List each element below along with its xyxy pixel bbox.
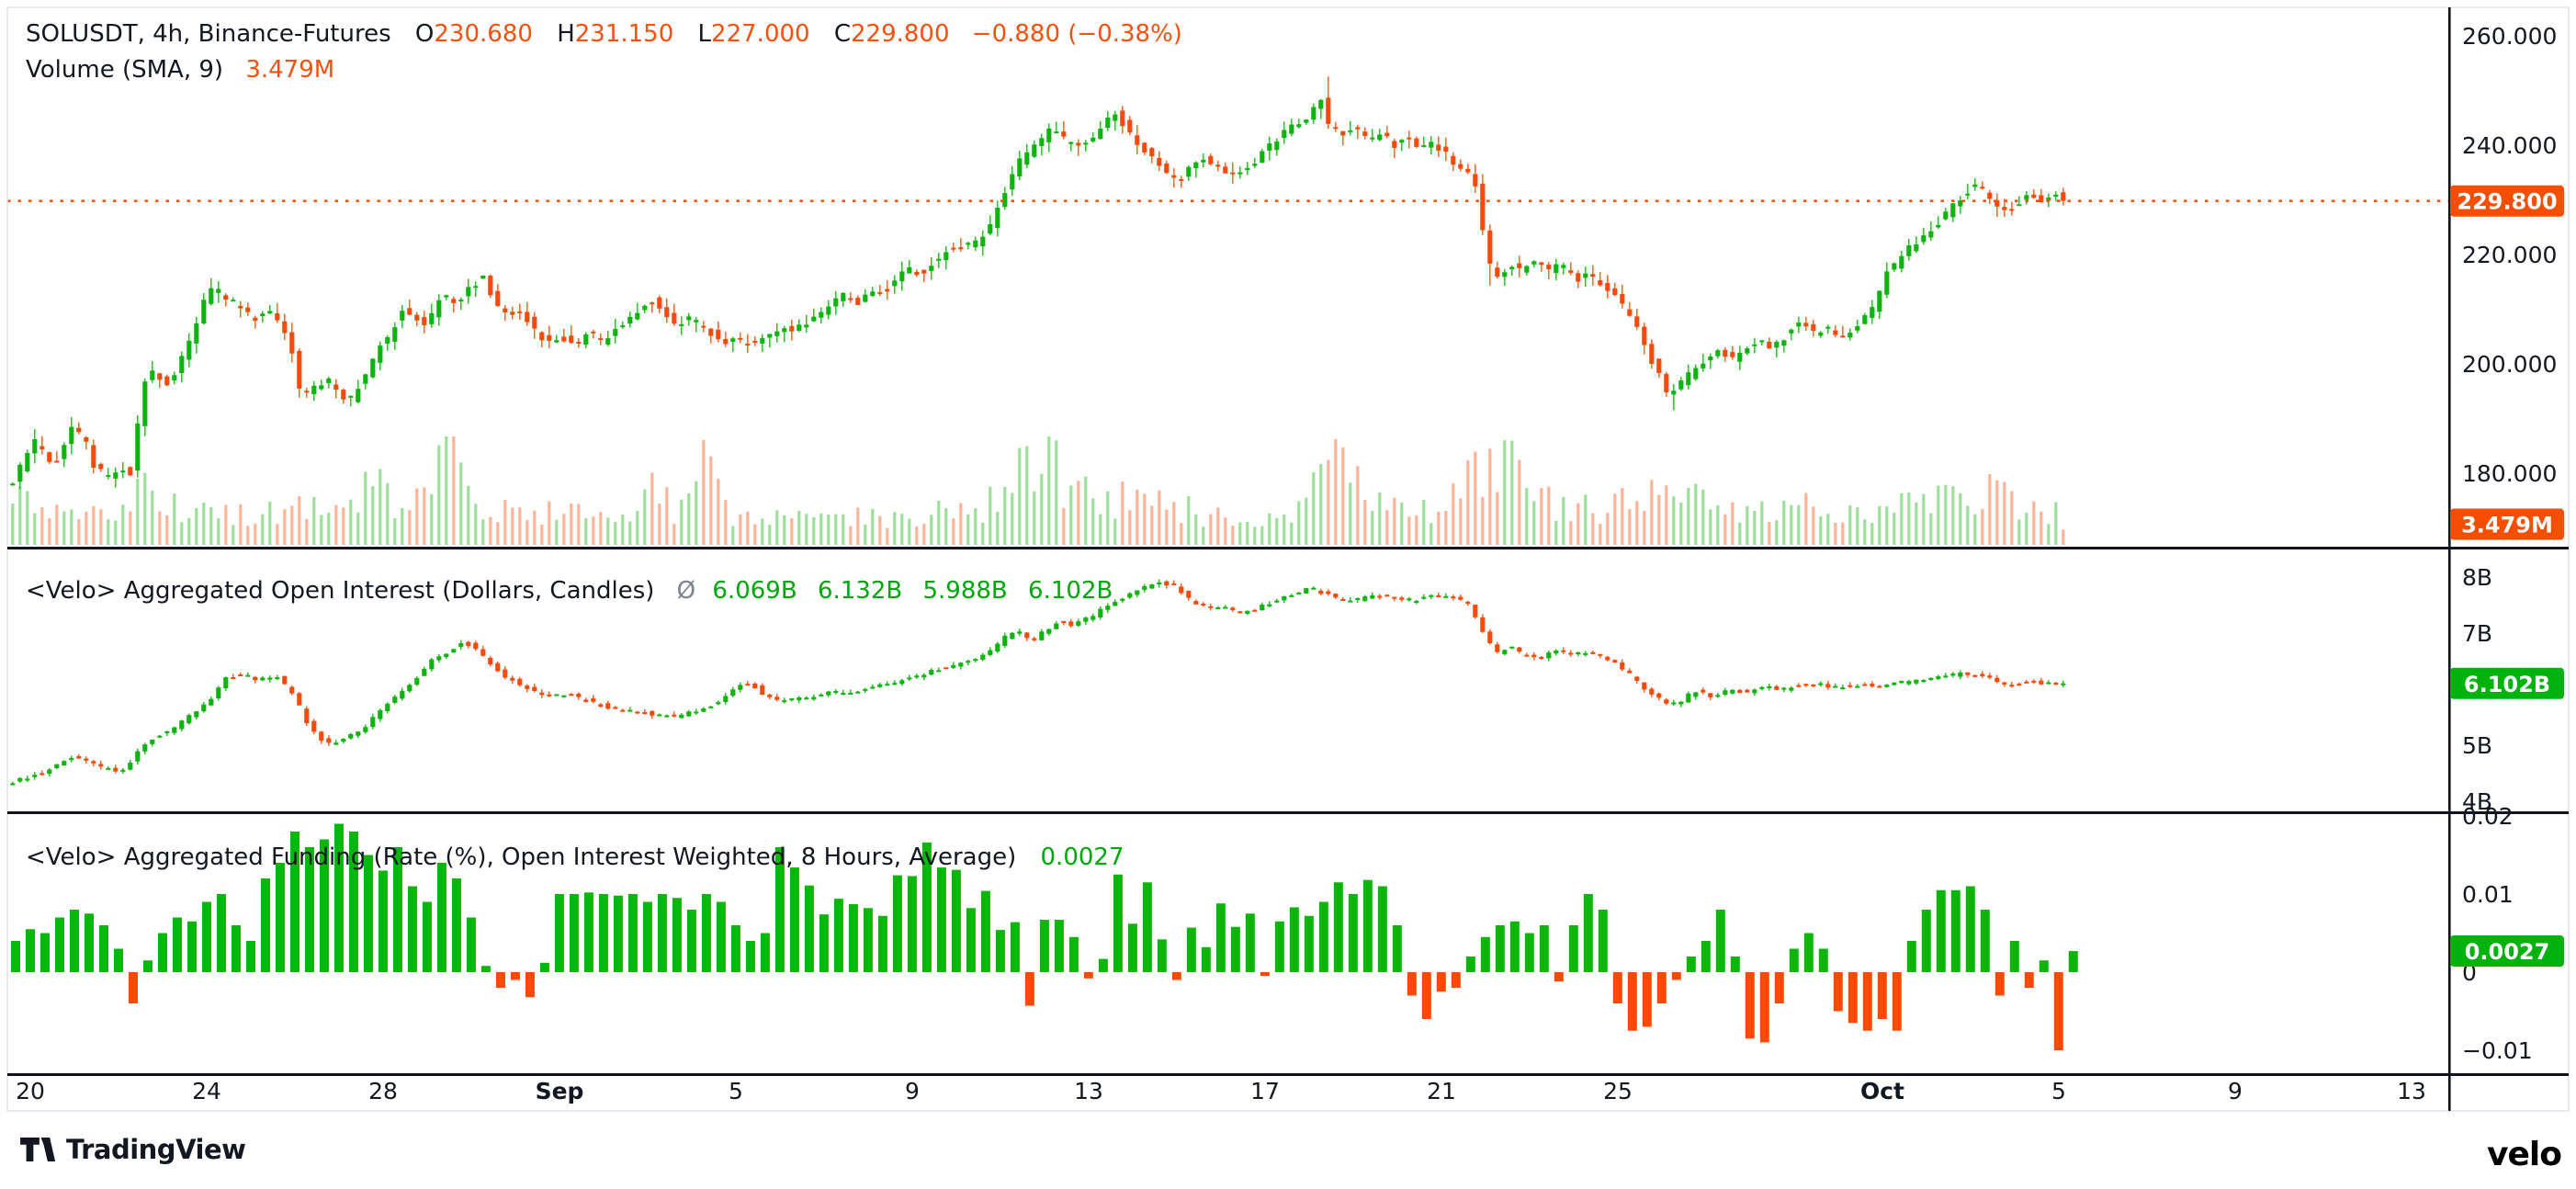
time-axis-label: 9 — [2228, 1078, 2243, 1104]
volume-indicator-label: Volume (SMA, 9) — [26, 56, 224, 84]
time-axis-label: 24 — [192, 1078, 221, 1104]
price-axis-tick: 240.000 — [2462, 132, 2557, 159]
funding-badge-text: 0.0027 — [2465, 939, 2550, 965]
funding-title: <Velo> Aggregated Funding (Rate (%), Ope… — [26, 844, 1017, 871]
ohlc-close-value: 229.800 — [851, 20, 950, 48]
oi-axis-tick: 8B — [2462, 564, 2492, 591]
last-price-badge-text: 229.800 — [2457, 189, 2557, 215]
time-axis-label: 20 — [16, 1078, 45, 1104]
time-axis-label: 25 — [1603, 1078, 1633, 1104]
volume-indicator-value: 3.479M — [245, 56, 335, 84]
oi-high-value: 6.132B — [817, 577, 903, 605]
oi-axis-tick: 5B — [2462, 732, 2492, 759]
ohlc-close-label: C — [833, 20, 851, 48]
velo-logo[interactable]: velo — [2487, 1136, 2562, 1173]
ohlc-open-label: O — [414, 20, 435, 48]
series-layer — [10, 76, 2078, 1050]
oi-header[interactable]: <Velo> Aggregated Open Interest (Dollars… — [26, 577, 1113, 605]
funding-badge — [2450, 935, 2564, 968]
time-axis-label: 5 — [2051, 1078, 2066, 1104]
average-icon: Ø — [676, 577, 696, 605]
chart-frame — [6, 6, 2570, 1112]
oi-low-value: 5.988B — [922, 577, 1008, 605]
oi-title: <Velo> Aggregated Open Interest (Dollars… — [26, 577, 655, 605]
tradingview-icon — [20, 1138, 57, 1161]
ohlc-high-value: 231.150 — [574, 20, 674, 48]
time-axis-label: Oct — [1860, 1078, 1904, 1104]
oi-axis-tick: 4B — [2462, 788, 2492, 815]
last-price-badge — [2450, 185, 2564, 217]
ohlc-change: −0.880 (−0.38%) — [971, 20, 1182, 48]
oi-badge — [2450, 667, 2564, 699]
volume-indicator-header[interactable]: Volume (SMA, 9) 3.479M — [26, 56, 334, 84]
price-axis[interactable] — [2448, 7, 2576, 1111]
volume-badge-text: 3.479M — [2461, 513, 2553, 538]
oi-badge-text: 6.102B — [2464, 672, 2550, 697]
price-axis-tick: 180.000 — [2462, 460, 2557, 487]
panel-separator[interactable] — [7, 1073, 2569, 1076]
price-axis-tick: 200.000 — [2462, 351, 2557, 378]
time-axis-label: Sep — [536, 1078, 584, 1104]
time-axis-label: 17 — [1250, 1078, 1280, 1104]
oi-close-value: 6.102B — [1028, 577, 1113, 605]
time-axis-label: 28 — [368, 1078, 398, 1104]
time-axis-label: 5 — [729, 1078, 743, 1104]
time-axis-label: 21 — [1427, 1078, 1456, 1104]
price-axis-tick: 220.000 — [2462, 242, 2557, 268]
panel-separator[interactable] — [7, 547, 2569, 549]
ohlc-open-value: 230.680 — [434, 20, 533, 48]
funding-header[interactable]: <Velo> Aggregated Funding (Rate (%), Ope… — [26, 844, 1124, 871]
volume-badge — [2450, 508, 2564, 540]
funding-value: 0.0027 — [1040, 844, 1124, 871]
time-axis-label: 13 — [1074, 1078, 1103, 1104]
ohlc-low-value: 227.000 — [711, 20, 810, 48]
tradingview-wordmark: TradingView — [66, 1134, 246, 1165]
symbol-header[interactable]: SOLUSDT, 4h, Binance-Futures O230.680 H2… — [26, 20, 1182, 48]
oi-open-value: 6.069B — [712, 577, 797, 605]
ohlc-high-label: H — [557, 20, 575, 48]
price-axis-tick: 260.000 — [2462, 23, 2557, 50]
panel-separator[interactable] — [7, 811, 2569, 814]
time-axis[interactable] — [7, 1073, 2569, 1111]
funding-axis-tick: 0.01 — [2462, 881, 2514, 908]
tradingview-logo[interactable]: TradingView — [20, 1134, 246, 1165]
funding-axis-tick: −0.01 — [2462, 1037, 2533, 1064]
time-axis-label: 13 — [2397, 1078, 2426, 1104]
funding-axis-tick: 0.02 — [2462, 803, 2514, 830]
price-axis-line — [2448, 7, 2451, 1111]
time-axis-label: 9 — [905, 1078, 920, 1104]
ohlc-low-label: L — [697, 20, 712, 48]
oi-axis-tick: 7B — [2462, 620, 2492, 647]
symbol-title: SOLUSDT, 4h, Binance-Futures — [26, 20, 391, 48]
